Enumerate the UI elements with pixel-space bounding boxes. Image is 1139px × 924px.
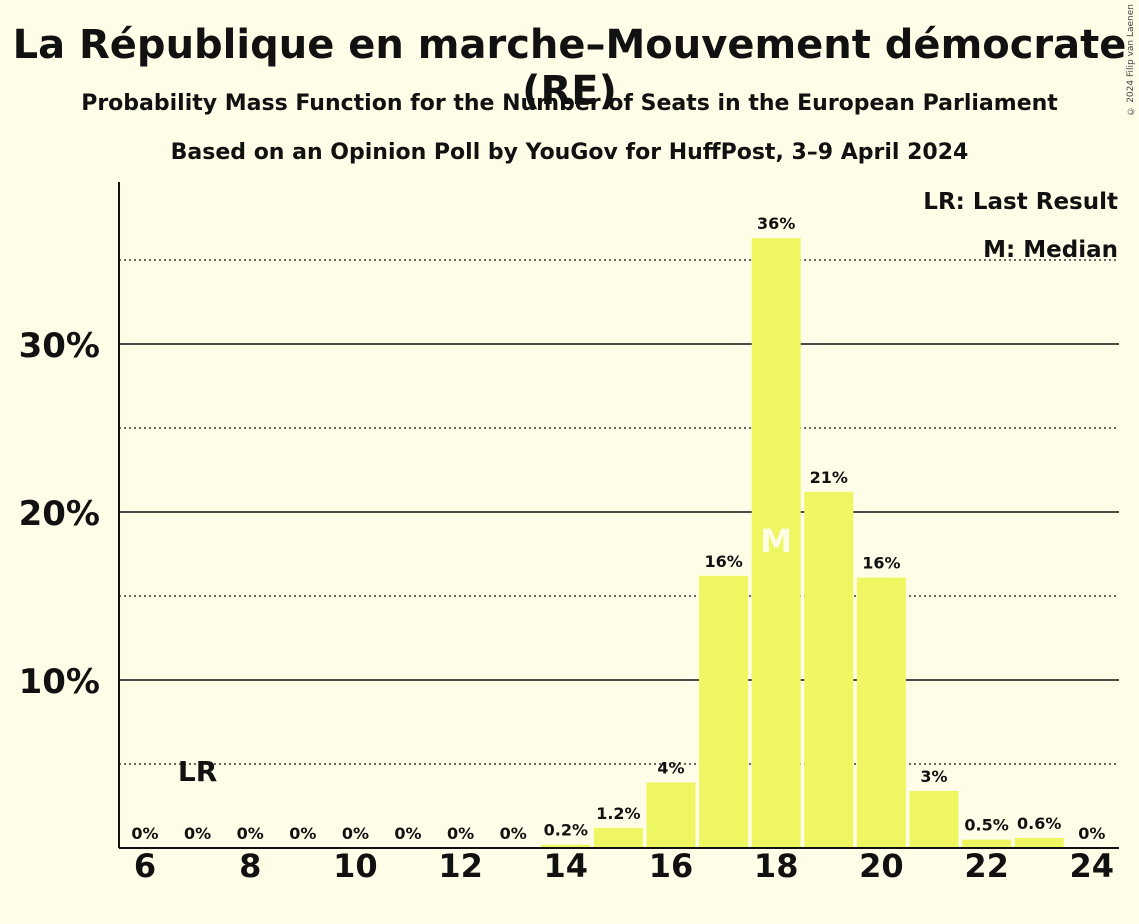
bar-seat-17 (699, 575, 749, 848)
bar-label-seat-14: 0.2% (544, 821, 588, 840)
bar-seat-23 (1014, 837, 1064, 848)
bar-label-seat-16: 4% (657, 758, 684, 777)
x-tick-label: 22 (964, 847, 1009, 885)
bar-labels: 0% 0% 0% 0% 0% 0% 0% 0% 0.2% 1.2% 4% 16% 36% 21% 16% 3%… (131, 214, 1105, 843)
bar-label-seat-10: 0% (342, 824, 369, 843)
bar-seat-20 (856, 577, 906, 848)
bar-seat-22 (962, 839, 1012, 848)
legend-median: M: Median (983, 237, 1118, 263)
bar-seat-21 (909, 790, 959, 848)
bar-label-seat-21: 3% (920, 767, 947, 786)
y-tick-label: 10% (19, 662, 100, 702)
chart-title: La République en marche–Mouvement démocr… (12, 22, 1127, 114)
x-tick-label: 14 (544, 847, 589, 885)
x-tick-label: 8 (239, 847, 261, 885)
bar-label-seat-23: 0.6% (1017, 814, 1061, 833)
bar-label-seat-20: 16% (862, 554, 900, 573)
last-result-marker: LR (178, 755, 217, 788)
bars (541, 238, 1064, 848)
bar-label-seat-13: 0% (500, 824, 527, 843)
x-tick-label: 24 (1070, 847, 1115, 885)
x-tick-label: 20 (859, 847, 904, 885)
y-tick-label: 30% (19, 326, 100, 366)
chart-subtitle: Probability Mass Function for the Number… (81, 91, 1058, 116)
bar-label-seat-17: 16% (704, 552, 742, 571)
chart-source-subtitle: Based on an Opinion Poll by YouGov for H… (170, 140, 969, 165)
x-tick-label: 12 (438, 847, 483, 885)
legend-last-result: LR: Last Result (923, 189, 1118, 215)
legend: LR: Last Result M: Median (923, 189, 1118, 263)
bar-label-seat-12: 0% (447, 824, 474, 843)
tick-labels: 10% 20% 30% 6 8 10 12 14 16 18 20 22 24 (19, 326, 1114, 885)
x-tick-label: 6 (134, 847, 156, 885)
bar-seat-14 (541, 844, 591, 848)
bar-label-seat-22: 0.5% (964, 816, 1008, 835)
bar-label-seat-19: 21% (810, 468, 848, 487)
bar-label-seat-6: 0% (131, 824, 158, 843)
bar-label-seat-7: 0% (184, 824, 211, 843)
bar-seat-19 (804, 491, 854, 848)
bar-label-seat-15: 1.2% (596, 804, 640, 823)
x-tick-label: 18 (754, 847, 799, 885)
bar-label-seat-11: 0% (394, 824, 421, 843)
bar-seat-15 (593, 827, 643, 848)
bar-label-seat-24: 0% (1078, 824, 1105, 843)
y-tick-label: 20% (19, 494, 100, 534)
bar-label-seat-8: 0% (237, 824, 264, 843)
bar-seat-18 (751, 238, 801, 848)
bar-seat-16 (646, 782, 696, 848)
bar-label-seat-18: 36% (757, 214, 795, 233)
x-tick-label: 16 (649, 847, 694, 885)
median-marker: M (760, 522, 792, 560)
x-tick-label: 10 (333, 847, 378, 885)
axes (118, 182, 1119, 849)
gridlines (119, 259, 1119, 765)
bar-label-seat-9: 0% (289, 824, 316, 843)
